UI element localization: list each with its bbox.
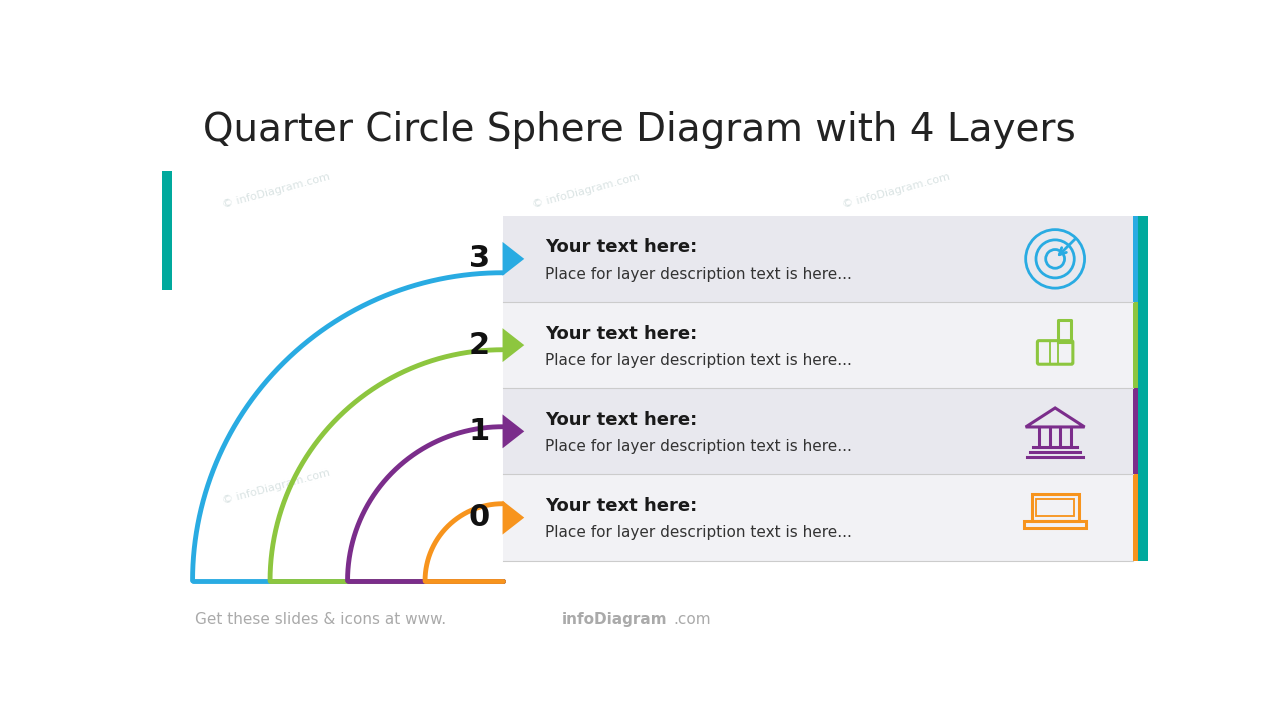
Bar	[503, 216, 1133, 302]
Text: 1: 1	[468, 417, 490, 446]
Text: Place for layer description text is here...: Place for layer description text is here…	[545, 526, 852, 541]
Bar	[503, 388, 1133, 474]
Polygon shape	[503, 328, 525, 362]
Bar	[1133, 388, 1138, 474]
Bar	[1032, 494, 1079, 521]
Text: Your text here:: Your text here:	[545, 325, 698, 343]
Text: .com: .com	[673, 612, 710, 626]
Text: © infoDiagram.com: © infoDiagram.com	[841, 171, 951, 210]
Bar	[1133, 302, 1138, 388]
Text: 2: 2	[468, 330, 490, 359]
Text: Place for layer description text is here...: Place for layer description text is here…	[545, 353, 852, 368]
Polygon shape	[503, 242, 525, 276]
Bar	[503, 302, 1133, 388]
Bar	[1036, 498, 1074, 516]
Bar	[161, 171, 172, 290]
Text: Place for layer description text is here...: Place for layer description text is here…	[545, 267, 852, 282]
Text: © infoDiagram.com: © infoDiagram.com	[531, 171, 641, 210]
Text: © infoDiagram.com: © infoDiagram.com	[221, 171, 332, 210]
Polygon shape	[503, 415, 525, 449]
Text: © infoDiagram.com: © infoDiagram.com	[531, 467, 641, 506]
Text: Your text here:: Your text here:	[545, 497, 698, 515]
Text: © infoDiagram.com: © infoDiagram.com	[841, 467, 951, 506]
Text: infoDiagram: infoDiagram	[562, 612, 667, 626]
Text: © infoDiagram.com: © infoDiagram.com	[221, 467, 332, 506]
Text: 0: 0	[468, 503, 490, 532]
Text: Get these slides & icons at www.: Get these slides & icons at www.	[195, 612, 445, 626]
Bar	[503, 474, 1133, 561]
Text: Your text here:: Your text here:	[545, 411, 698, 429]
Bar	[1138, 216, 1148, 561]
Text: Your text here:: Your text here:	[545, 238, 698, 256]
Bar	[1024, 521, 1085, 528]
Bar	[1133, 474, 1138, 561]
Bar	[1133, 216, 1138, 302]
Text: Quarter Circle Sphere Diagram with 4 Layers: Quarter Circle Sphere Diagram with 4 Lay…	[202, 111, 1075, 149]
Text: 3: 3	[468, 244, 490, 274]
Polygon shape	[503, 500, 525, 534]
Text: Place for layer description text is here...: Place for layer description text is here…	[545, 439, 852, 454]
